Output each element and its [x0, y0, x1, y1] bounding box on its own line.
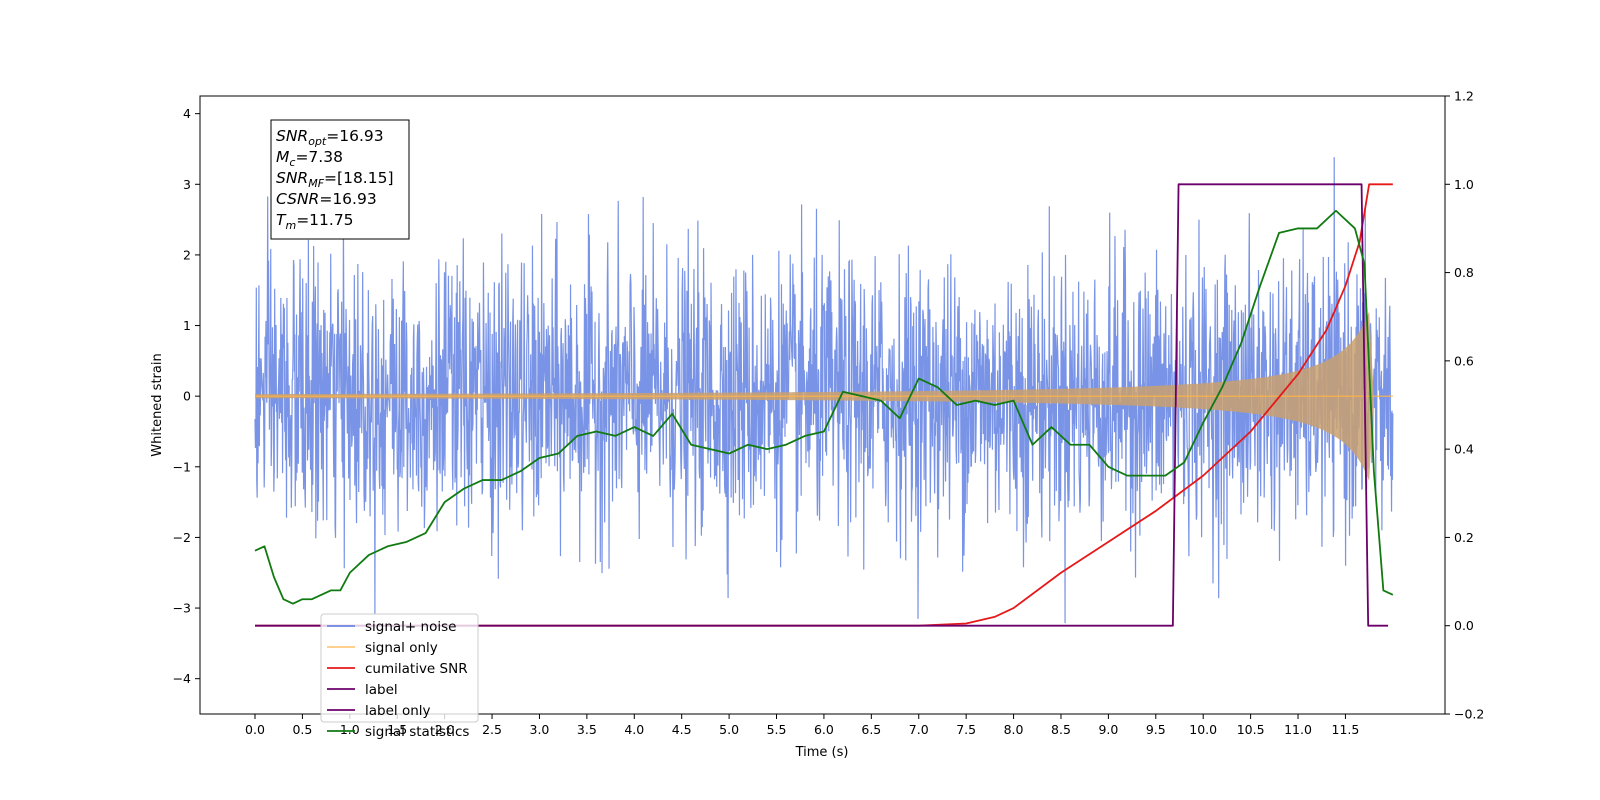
y2-tick-label: −0.2: [1454, 707, 1484, 722]
x-tick-label: 2.0: [435, 722, 455, 737]
x-tick-label: 4.0: [624, 722, 644, 737]
y2-tick-label: 0.4: [1454, 442, 1474, 457]
y2-tick-label: 1.0: [1454, 177, 1474, 192]
y-tick-label: −2: [173, 530, 191, 545]
y-tick-label: 2: [183, 247, 191, 262]
plot-frame: [199, 95, 1446, 715]
annotation-line: SNRopt=16.93: [276, 127, 384, 148]
series-cumilative-snr: [255, 183, 1393, 627]
x-axis-label: Time (s): [795, 745, 849, 760]
x-tick-label: 6.0: [814, 722, 834, 737]
y-axis-right: −0.2 0.0 0.2 0.4 0.6 0.8 1.0 1.2: [1445, 89, 1484, 722]
x-tick-label: 4.5: [672, 722, 692, 737]
x-tick-label: 11.0: [1284, 722, 1312, 737]
legend-label: label only: [365, 703, 431, 719]
x-tick-label: 5.0: [719, 722, 739, 737]
plot-area: [254, 157, 1394, 627]
x-tick-label: 10.0: [1189, 722, 1217, 737]
x-axis: 0.0 0.5 1.0 1.5 2.0 2.5 3.0 3.5 4.0 4.5 5.0 5.5 6.0 6…: [245, 714, 1359, 737]
x-tick-label: 3.5: [577, 722, 597, 737]
x-tick-label: 1.5: [387, 722, 407, 737]
annotation-line: Tm=11.75: [276, 211, 354, 232]
y-tick-label: −1: [173, 459, 191, 474]
legend-label: signal+ noise: [365, 619, 456, 635]
legend: signal+ noise signal only cumilative SNR la…: [320, 613, 479, 740]
legend-frame: [320, 613, 479, 723]
x-tick-label: 0.5: [292, 722, 312, 737]
x-tick-label: 1.0: [340, 722, 360, 737]
y2-tick-label: 0.0: [1454, 618, 1474, 633]
y-axis-left: −4 −3 −2 −1 0 1 2 3 4: [173, 106, 200, 686]
y-axis-label: Whitened strain: [150, 353, 165, 456]
y2-tick-label: 0.8: [1454, 265, 1474, 280]
y-tick-label: 0: [183, 389, 191, 404]
x-tick-label: 8.0: [1004, 722, 1024, 737]
x-tick-label: 6.5: [861, 722, 881, 737]
y-tick-label: 3: [183, 177, 191, 192]
series-signal-statistics: [254, 209, 1394, 605]
legend-label: label: [365, 682, 398, 698]
annotation-line: Mc=7.38: [276, 148, 343, 169]
y2-tick-label: 1.2: [1454, 89, 1474, 104]
x-tick-label: 11.5: [1332, 722, 1360, 737]
x-tick-label: 2.5: [482, 722, 502, 737]
y-tick-label: 4: [183, 106, 191, 121]
x-tick-label: 8.5: [1051, 722, 1071, 737]
series-label: [255, 183, 1389, 627]
annotation-frame: [270, 119, 410, 240]
x-tick-label: 7.5: [956, 722, 976, 737]
legend-label: cumilative SNR: [365, 661, 468, 677]
annotation-line: SNRMF=[18.15]: [276, 169, 394, 190]
x-tick-label: 5.5: [767, 722, 787, 737]
x-tick-label: 10.5: [1237, 722, 1265, 737]
annotation-line: CSNR=16.93: [276, 190, 377, 208]
y-tick-label: −4: [173, 671, 191, 686]
legend-label: signal statistics: [365, 724, 469, 740]
y2-tick-label: 0.6: [1454, 353, 1474, 368]
x-tick-label: 9.5: [1146, 722, 1166, 737]
y-tick-label: 1: [183, 318, 191, 333]
x-tick-label: 7.0: [909, 722, 929, 737]
x-tick-label: 0.0: [245, 722, 265, 737]
y-tick-label: −3: [173, 601, 191, 616]
legend-label: signal only: [365, 640, 438, 656]
annotation-box: SNRopt=16.93Mc=7.38SNRMF=[18.15]CSNR=16.…: [270, 119, 410, 240]
x-tick-label: 3.0: [530, 722, 550, 737]
series-signal-noise: [254, 157, 1394, 624]
x-tick-label: 9.0: [1098, 722, 1118, 737]
y2-tick-label: 0.2: [1454, 530, 1474, 545]
